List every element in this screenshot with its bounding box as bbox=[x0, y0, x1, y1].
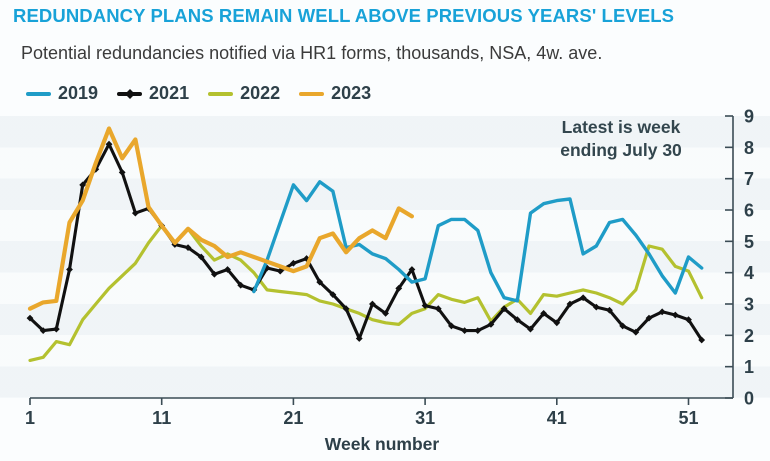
y-tick-label: 3 bbox=[744, 295, 754, 315]
chart-title: REDUNDANCY PLANS REMAIN WELL ABOVE PREVI… bbox=[13, 5, 675, 26]
y-tick-label: 0 bbox=[744, 389, 754, 409]
annotation-line-1: Latest is week bbox=[561, 117, 681, 137]
y-tick-label: 8 bbox=[744, 138, 754, 158]
legend-label-2022: 2022 bbox=[240, 83, 281, 103]
legend: 2019 2021 2022 2023 bbox=[26, 83, 371, 104]
y-tick-label: 9 bbox=[744, 107, 754, 127]
legend-item-2023: 2023 bbox=[299, 83, 371, 104]
y-tick-label: 2 bbox=[744, 326, 754, 346]
legend-item-2021: 2021 bbox=[117, 83, 189, 104]
x-tick-label: 1 bbox=[25, 408, 35, 428]
series-line-2021 bbox=[28, 142, 704, 342]
chart-subtitle: Potential redundancies notified via HR1 … bbox=[21, 43, 603, 63]
x-tick-label: 21 bbox=[283, 408, 303, 428]
legend-swatch-2019-icon bbox=[26, 91, 51, 96]
legend-item-2019: 2019 bbox=[26, 83, 98, 104]
legend-label-2021: 2021 bbox=[149, 83, 190, 103]
series-markers-2021 bbox=[26, 140, 706, 344]
x-tick-label: 41 bbox=[547, 408, 567, 428]
legend-label-2019: 2019 bbox=[58, 83, 99, 103]
annotation-line-2: ending July 30 bbox=[560, 140, 682, 161]
x-tick-label: 31 bbox=[415, 408, 435, 428]
legend-label-2023: 2023 bbox=[331, 83, 372, 103]
legend-swatch-2021-icon bbox=[117, 88, 143, 99]
y-tick-label: 7 bbox=[744, 169, 754, 189]
x-tick-label: 51 bbox=[678, 408, 698, 428]
y-tick-label: 1 bbox=[744, 357, 754, 377]
y-tick-label: 4 bbox=[744, 263, 754, 283]
y-tick-label: 6 bbox=[744, 201, 754, 221]
legend-swatch-2022-icon bbox=[208, 91, 234, 96]
x-tick-label: 11 bbox=[152, 408, 171, 428]
series-line-2022 bbox=[28, 224, 704, 362]
y-tick-label: 5 bbox=[744, 232, 754, 252]
series-line-2023 bbox=[27, 126, 414, 311]
x-axis-title: Week number bbox=[325, 434, 440, 454]
latest-week-annotation: Latest is week ending July 30 bbox=[543, 116, 699, 162]
legend-swatch-2023-icon bbox=[299, 91, 325, 96]
legend-item-2022: 2022 bbox=[208, 83, 280, 104]
series-line-2019 bbox=[252, 180, 704, 303]
